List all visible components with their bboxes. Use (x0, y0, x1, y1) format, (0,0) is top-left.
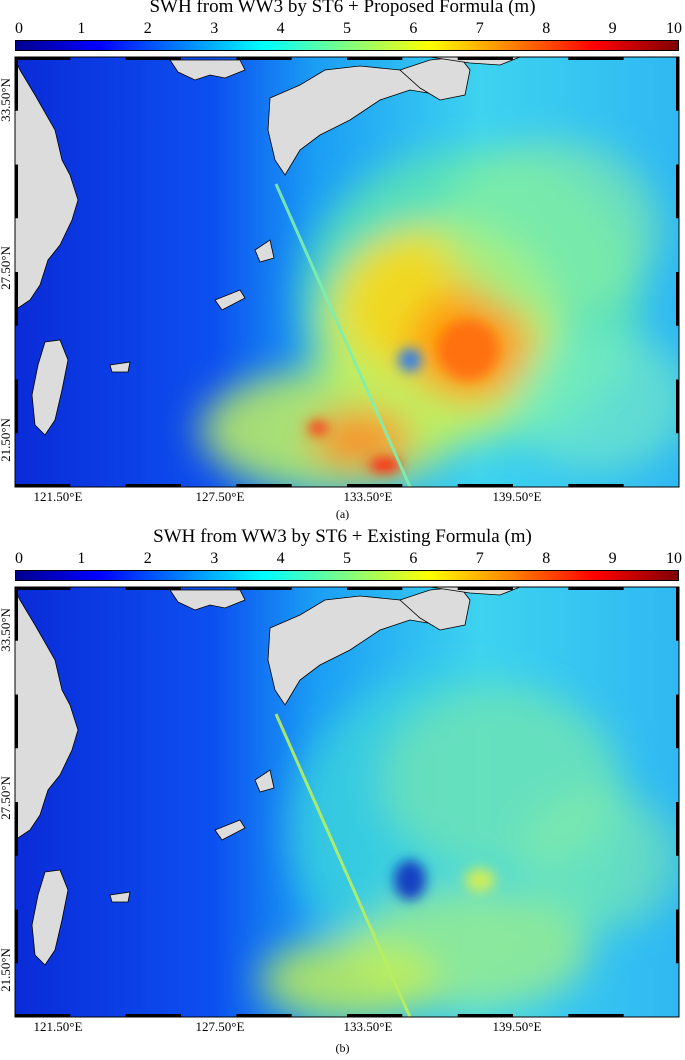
longitude-label: 133.50°E (344, 489, 393, 504)
latitude-label: 27.50°N (0, 775, 13, 819)
latitude-label: 33.50°N (0, 77, 13, 121)
colorbar-tick-label: 10 (666, 20, 682, 37)
colorbar-tick-label: 7 (475, 20, 484, 37)
colorbar-tick-label: 4 (276, 550, 285, 567)
map-frame (14, 56, 680, 488)
colorbar-tick-label: 1 (77, 20, 86, 37)
longitude-label: 139.50°E (493, 1019, 542, 1034)
longitude-label: 133.50°E (344, 1019, 393, 1034)
panel-a: SWH from WW3 by ST6 + Proposed Formula (… (0, 0, 685, 521)
colorbar-tick-label: 0 (15, 20, 23, 37)
colorbar-tick-label: 3 (210, 20, 219, 37)
land-masses (15, 587, 521, 966)
panel-caption: (b) (335, 1041, 350, 1055)
swh-field (15, 57, 679, 487)
colorbar-tick-label: 7 (475, 550, 484, 567)
longitude-label: 127.50°E (196, 489, 245, 504)
latitude-label: 27.50°N (0, 245, 13, 289)
colorbar-tick-label: 8 (542, 20, 551, 37)
latitude-label: 21.50°N (0, 417, 13, 461)
colorbar-tick-label: 6 (409, 550, 418, 567)
colorbar-tick-label: 10 (666, 550, 682, 567)
panel-caption: (a) (335, 507, 350, 521)
swh-map: 33.50°N 27.50°N 21.50°N 121.50°E 127.50°E 133… (0, 56, 680, 504)
map-frame (14, 586, 680, 1018)
longitude-label: 139.50°E (493, 489, 542, 504)
colorbar-tick-label: 5 (343, 550, 351, 567)
colorbar-tick-labels: 0 1 2 3 4 5 6 7 8 9 10 (0, 20, 685, 38)
longitude-label: 121.50°E (34, 489, 83, 504)
panel-b: SWH from WW3 by ST6 + Existing Formula (… (0, 526, 685, 1060)
latitude-label: 33.50°N (0, 607, 13, 651)
longitude-label: 121.50°E (34, 1019, 83, 1034)
colorbar-tick-label: 1 (77, 550, 86, 567)
colorbar-tick-label: 2 (143, 550, 152, 567)
swh-map: 33.50°N 27.50°N 21.50°N 121.50°E 127.50°E 133… (0, 586, 680, 1034)
colorbar-tick-label: 4 (276, 20, 285, 37)
land-masses (15, 57, 521, 436)
panel-title: SWH from WW3 by ST6 + Existing Formula (… (153, 526, 532, 547)
colorbar-tick-labels: 0 1 2 3 4 5 6 7 8 9 10 (0, 550, 685, 568)
colorbar-tick-label: 9 (608, 20, 617, 37)
swh-field (15, 587, 679, 1017)
longitude-label: 127.50°E (196, 1019, 245, 1034)
colorbar (15, 40, 679, 51)
panel-title: SWH from WW3 by ST6 + Proposed Formula (… (149, 0, 536, 17)
colorbar-tick-label: 0 (15, 550, 23, 567)
colorbar (15, 570, 679, 581)
colorbar-tick-label: 8 (542, 550, 551, 567)
colorbar-tick-label: 5 (343, 20, 351, 37)
colorbar-tick-label: 9 (608, 550, 617, 567)
colorbar-tick-label: 2 (143, 20, 152, 37)
colorbar-tick-label: 3 (210, 550, 219, 567)
latitude-label: 21.50°N (0, 947, 13, 991)
colorbar-tick-label: 6 (409, 20, 418, 37)
